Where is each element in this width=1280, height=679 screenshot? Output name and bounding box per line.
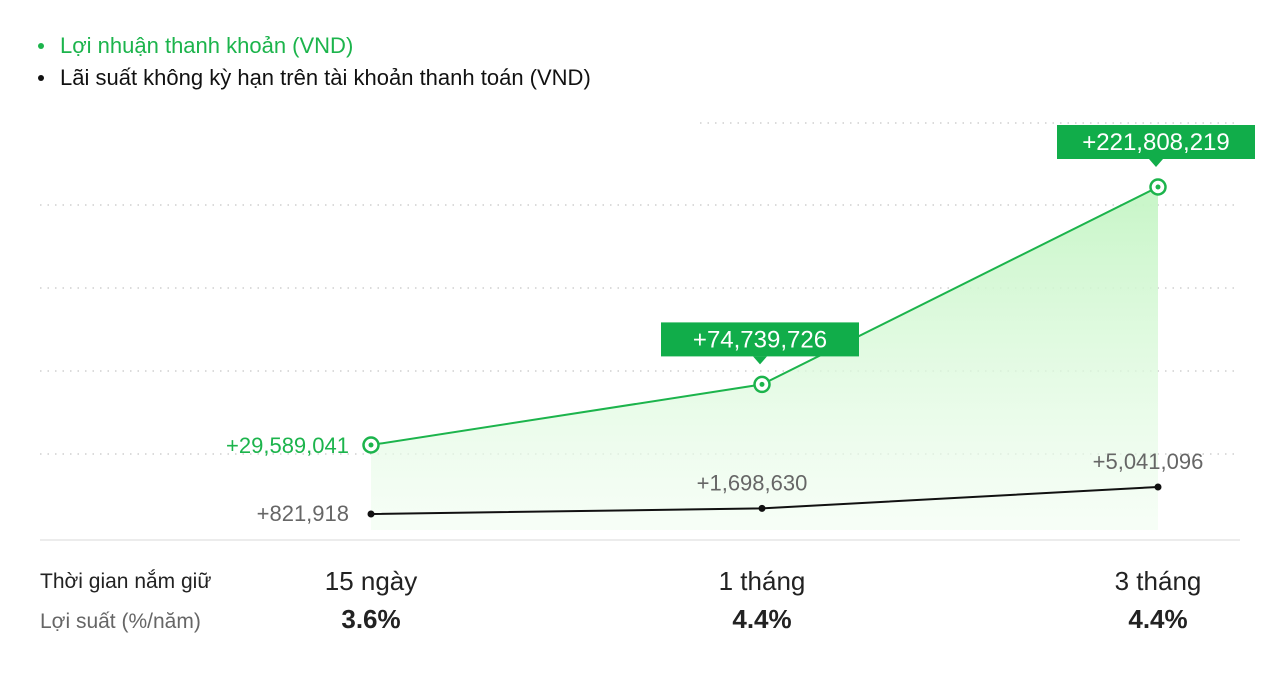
- legend-bullet-black: [38, 75, 44, 81]
- callout-box-2: [661, 322, 859, 357]
- legend-item-demand-interest: Lãi suất không kỳ hạn trên tài khoản tha…: [38, 62, 591, 94]
- chart-marks: +821,918 +1,698,630 +5,041,096 +29,589,041 +…: [226, 125, 1255, 526]
- callout-box-3: [1057, 125, 1255, 159]
- legend-item-liquidity-profit: Lợi nhuận thanh khoản (VND): [38, 30, 591, 62]
- legend-label-liquidity-profit: Lợi nhuận thanh khoản (VND): [60, 33, 354, 58]
- holding-period-15-days: 15 ngày: [324, 566, 418, 596]
- callout-pointer-3: [1149, 159, 1163, 167]
- chart-legend: Lợi nhuận thanh khoản (VND) Lãi suất khô…: [38, 30, 591, 94]
- green-series-area: [371, 187, 1158, 530]
- green-point-center-1: [368, 442, 374, 448]
- green-data-label-1: +29,589,041: [226, 433, 349, 458]
- black-data-label-2: +1,698,630: [697, 470, 808, 495]
- yield-15-days: 3.6%: [341, 604, 401, 634]
- green-data-label-3: +221,808,219: [1082, 129, 1229, 156]
- holding-period-label: Thời gian nắm giữ: [40, 570, 212, 593]
- callout-pointer-2: [753, 356, 767, 365]
- black-point-3: [1154, 483, 1162, 491]
- holding-period-3-months: 3 tháng: [1114, 566, 1202, 596]
- green-data-label-2: +74,739,726: [693, 326, 827, 353]
- yield-row: Lợi suất (%/năm) 3.6% 4.4% 4.4%: [0, 602, 1280, 642]
- legend-bullet-green: [38, 43, 44, 49]
- black-point-2: [758, 504, 766, 512]
- green-point-center-2: [759, 381, 765, 387]
- green-point-center-3: [1155, 184, 1161, 190]
- holding-period-1-month: 1 tháng: [718, 566, 806, 596]
- yield-label: Lợi suất (%/năm): [40, 610, 201, 633]
- yield-1-month: 4.4%: [732, 604, 792, 634]
- black-data-label-1: +821,918: [257, 501, 349, 526]
- holding-period-row: Thời gian nắm giữ 15 ngày 1 tháng 3 thán…: [0, 562, 1280, 602]
- legend-label-demand-interest: Lãi suất không kỳ hạn trên tài khoản tha…: [60, 65, 591, 90]
- black-point-1: [367, 510, 375, 518]
- black-data-label-3: +5,041,096: [1093, 449, 1204, 474]
- yield-3-months: 4.4%: [1128, 604, 1188, 634]
